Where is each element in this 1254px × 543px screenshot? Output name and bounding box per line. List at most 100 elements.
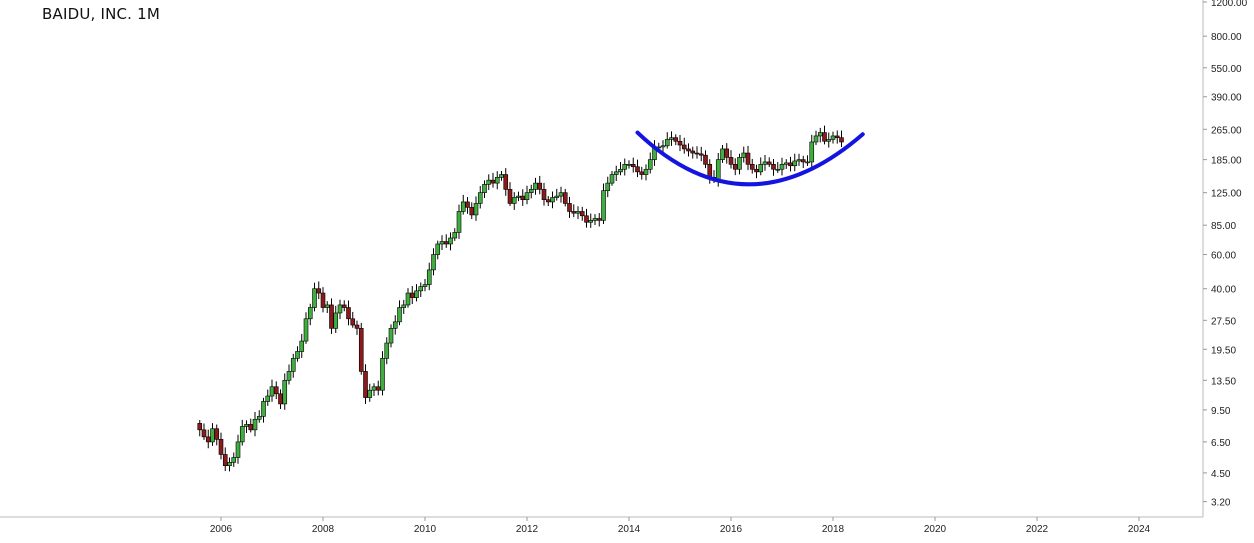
y-tick-label: 60.00: [1211, 251, 1236, 262]
candle-body: [299, 340, 305, 352]
candle-body: [397, 307, 402, 323]
candle-body: [520, 195, 526, 200]
candle-body: [197, 423, 203, 431]
y-tick-label: 4.50: [1211, 469, 1231, 480]
candle-body: [579, 211, 585, 217]
candle-body: [494, 176, 500, 184]
candle-body: [622, 164, 628, 170]
candle-body: [418, 286, 424, 292]
x-tick-label: 2014: [618, 524, 641, 535]
candle-body: [477, 192, 483, 204]
candle-body: [643, 168, 649, 175]
candle-body: [409, 292, 415, 298]
candle-body: [720, 148, 725, 160]
candle-body: [303, 318, 309, 342]
candle-body: [796, 159, 802, 162]
candle-body: [775, 168, 781, 171]
y-tick-label: 6.50: [1211, 438, 1231, 449]
chart-title: BAIDU, INC. 1M: [42, 5, 160, 23]
candle-body: [414, 290, 419, 298]
candle-body: [596, 218, 602, 221]
candle-body: [762, 161, 768, 165]
candle-body: [227, 462, 232, 467]
candle-body: [511, 197, 517, 204]
candle-body: [758, 164, 764, 173]
candle-body: [346, 307, 351, 320]
candle-body: [248, 424, 254, 431]
candle-body: [452, 232, 458, 239]
candle-body: [703, 154, 708, 165]
candle-body: [639, 171, 645, 175]
candle-body: [256, 416, 262, 420]
candle-body: [516, 195, 521, 198]
y-tick-label: 1200.00: [1211, 0, 1248, 9]
candle-body: [609, 174, 615, 184]
x-tick-label: 2024: [1128, 524, 1151, 535]
candle-body: [265, 395, 271, 402]
candle-body: [235, 441, 241, 458]
candle-body: [724, 148, 730, 158]
candle-body: [728, 157, 734, 165]
candle-body: [503, 174, 509, 190]
y-tick-label: 390.00: [1211, 93, 1242, 104]
candle-body: [507, 189, 513, 204]
candle-body: [448, 237, 453, 245]
candle-body: [312, 288, 317, 308]
candle-body: [295, 351, 300, 359]
candle-body: [388, 328, 394, 344]
candle-body: [401, 304, 407, 308]
candle-body: [316, 288, 322, 294]
candle-body: [244, 424, 249, 427]
candle-body: [813, 135, 819, 143]
candle-body: [562, 192, 568, 204]
y-tick-label: 27.50: [1211, 316, 1236, 327]
candle-body: [201, 429, 207, 438]
candle-body: [465, 201, 470, 208]
candle-body: [482, 184, 487, 193]
y-tick-label: 85.00: [1211, 221, 1236, 232]
candle-body: [567, 203, 572, 212]
candle-body: [715, 159, 721, 181]
y-tick-label: 19.50: [1211, 345, 1236, 356]
candle-body: [545, 199, 551, 203]
candle-body: [341, 304, 347, 308]
candle-body: [647, 159, 653, 170]
candle-body: [210, 428, 215, 443]
candle-body: [261, 401, 266, 417]
candle-body: [443, 241, 449, 245]
y-tick-label: 40.00: [1211, 285, 1236, 296]
candle-body: [282, 379, 288, 405]
y-tick-label: 13.50: [1211, 376, 1236, 387]
candle-body: [669, 137, 674, 140]
candle-body: [239, 426, 245, 443]
candle-body: [456, 211, 462, 233]
x-tick-label: 2006: [210, 524, 233, 535]
candle-body: [392, 321, 398, 329]
candle-body: [626, 164, 632, 166]
candle-body: [541, 189, 547, 200]
candle-body: [707, 164, 713, 178]
candle-body: [405, 292, 411, 306]
candle-body: [205, 436, 211, 443]
candle-body: [817, 132, 823, 137]
candle-body: [826, 139, 832, 142]
candle-body: [766, 161, 772, 165]
candle-body: [809, 141, 815, 163]
candle-body: [490, 179, 496, 184]
x-tick-label: 2020: [924, 524, 947, 535]
candle-body: [278, 393, 283, 405]
candle-body: [350, 318, 356, 326]
candle-body: [630, 164, 636, 168]
candle-body: [681, 144, 687, 150]
candle-body: [380, 358, 385, 391]
candle-body: [592, 218, 598, 221]
candle-body: [558, 192, 564, 197]
candle-body: [732, 164, 738, 170]
rounding-bottom-arc: [635, 130, 865, 187]
candle-body: [333, 312, 339, 329]
x-tick-label: 2022: [1026, 524, 1049, 535]
candle-body: [605, 182, 611, 191]
candle-body: [537, 182, 543, 190]
candle-body: [307, 307, 313, 320]
